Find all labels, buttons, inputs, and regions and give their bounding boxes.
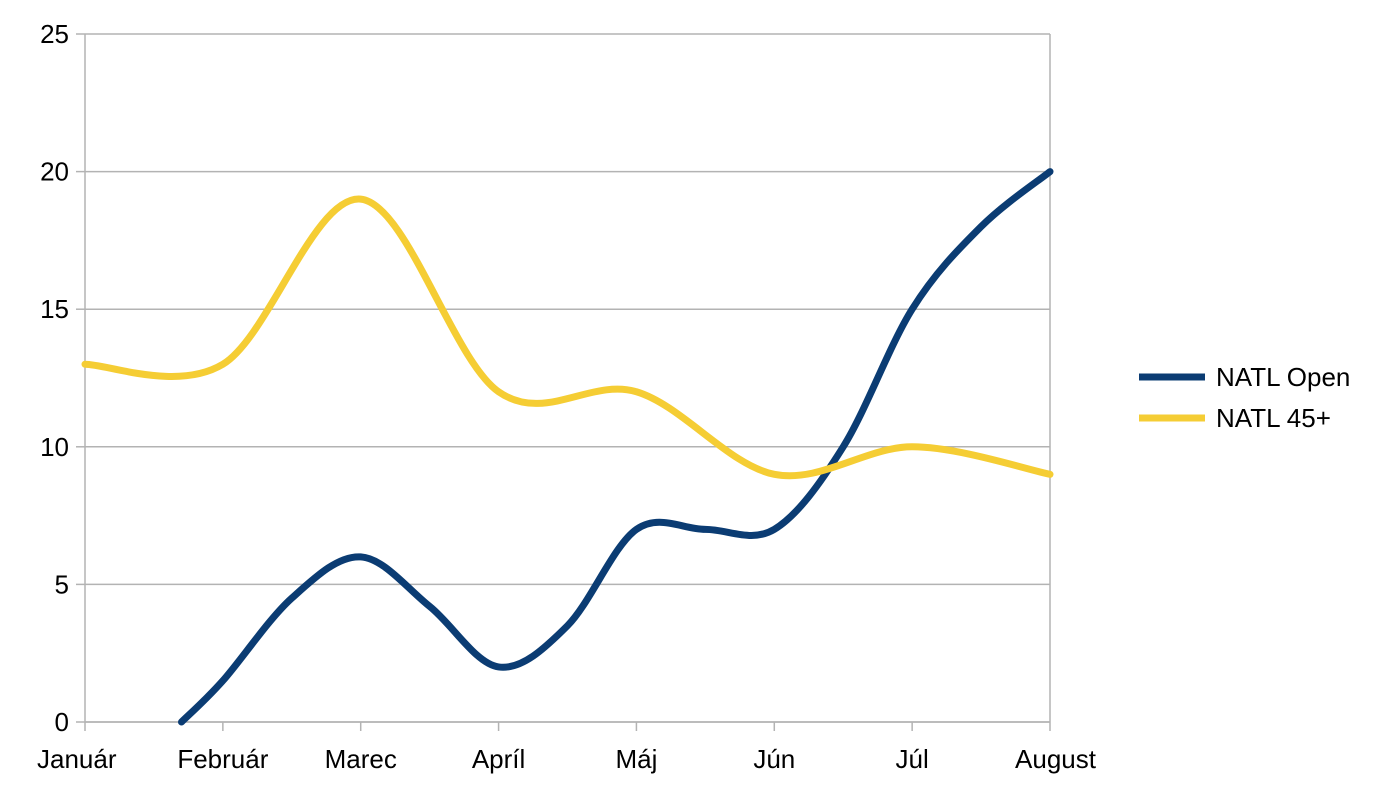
legend: NATL Open NATL 45+ — [1139, 362, 1350, 433]
series-line-natl-45 — [81, 195, 1054, 480]
axes — [84, 34, 1051, 723]
x-tick-label: Január — [37, 744, 117, 774]
x-tick-label: Apríl — [472, 744, 525, 774]
x-tick-label: Júl — [896, 744, 929, 774]
x-tick-label: Február — [177, 744, 268, 774]
x-tick-label: Marec — [325, 744, 397, 774]
y-tick-label: 5 — [55, 569, 69, 599]
x-tick-label: Jún — [753, 744, 795, 774]
x-tick-label: August — [1015, 744, 1097, 774]
y-tick-label: 20 — [40, 157, 69, 187]
y-tick-label: 25 — [40, 19, 69, 49]
series-lines — [81, 168, 1054, 726]
x-tick-label: Máj — [615, 744, 657, 774]
legend-label: NATL Open — [1216, 362, 1350, 392]
y-axis-ticks: 0 5 10 15 20 25 — [40, 19, 85, 737]
gridlines — [85, 33, 1050, 723]
x-axis-ticks: Január Február Marec Apríl Máj Jún Júl August — [37, 722, 1097, 774]
y-tick-label: 0 — [55, 707, 69, 737]
y-tick-label: 15 — [40, 294, 69, 324]
legend-label: NATL 45+ — [1216, 403, 1331, 433]
y-tick-label: 10 — [40, 432, 69, 462]
series-line-natl-open — [178, 168, 1054, 726]
